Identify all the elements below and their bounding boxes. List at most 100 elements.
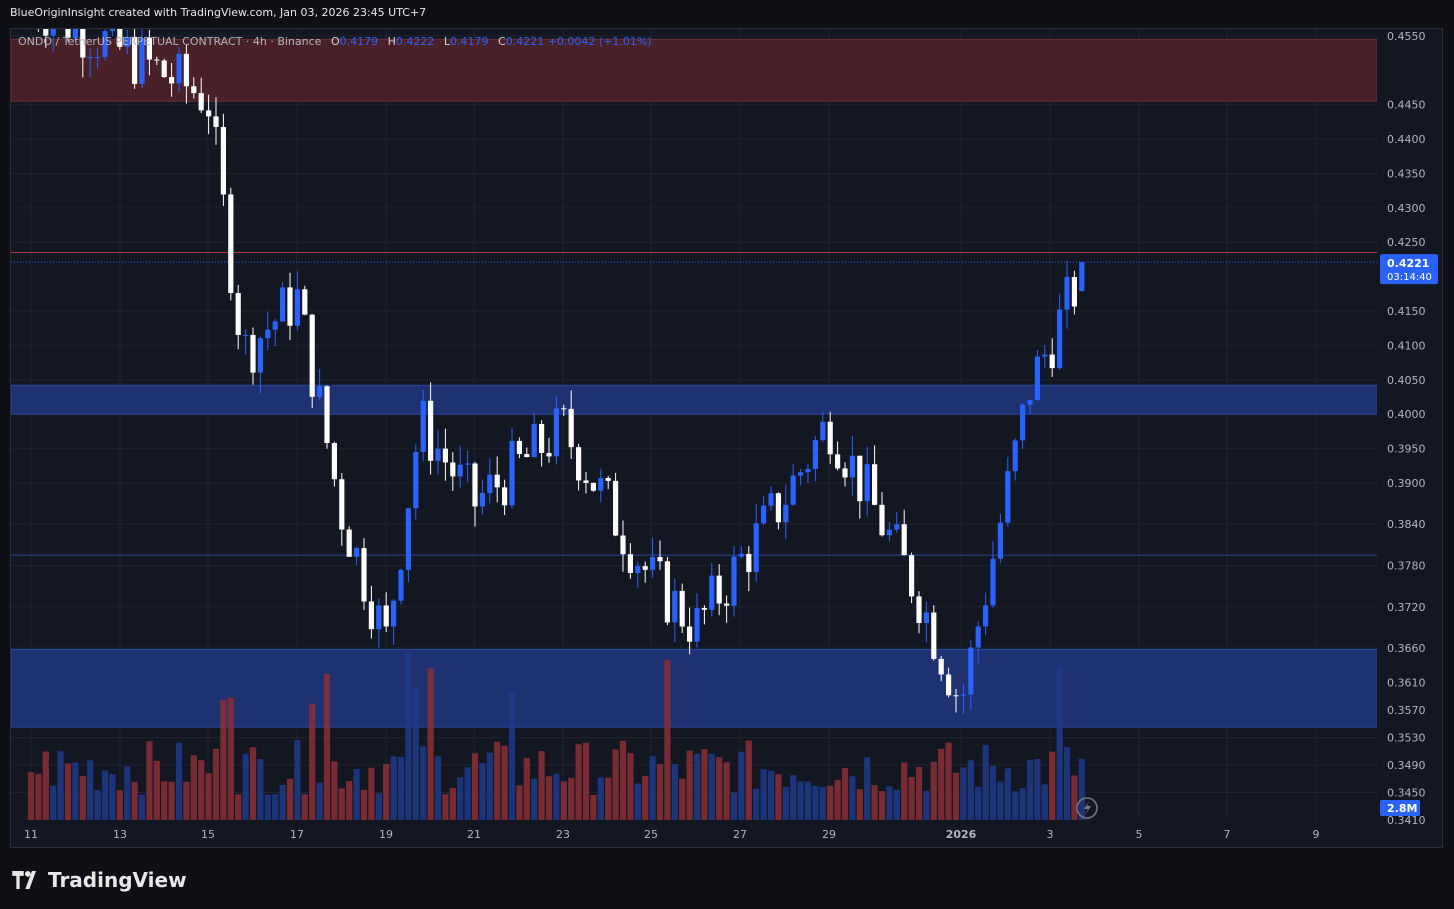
candle-body (213, 116, 219, 127)
candle-body (28, 1, 33, 2)
price-tick-label: 0.3660 (1387, 642, 1426, 655)
candle-body (331, 443, 337, 480)
ohlc-legend: ONDO / TetherUS PERPETUAL CONTRACT · 4h … (18, 35, 652, 48)
current-price-tag (1380, 254, 1438, 285)
candle-body (309, 314, 315, 397)
candle-body (80, 29, 86, 58)
open-label: O (330, 35, 340, 48)
candle-body (428, 400, 434, 461)
candle-body (923, 612, 929, 624)
volume-bar (1071, 775, 1078, 820)
volume-bar (575, 744, 582, 820)
candle-body (775, 493, 781, 523)
candle-body (1005, 471, 1011, 523)
candle-body (738, 553, 744, 557)
candle-body (568, 408, 574, 448)
volume-bar (353, 768, 360, 820)
volume-bar (545, 776, 553, 820)
candle-body (95, 56, 101, 58)
price-tick-label: 0.3490 (1387, 759, 1426, 772)
candle-body (132, 36, 138, 84)
volume-bar (538, 751, 545, 820)
volume-bar (471, 753, 479, 820)
volume-bar (383, 763, 390, 820)
candle-body (857, 455, 863, 502)
candle-body (198, 93, 204, 111)
volume-bar (27, 772, 35, 820)
candle-body (117, 29, 123, 47)
volume-bar (841, 768, 849, 820)
candle-body (731, 556, 737, 606)
open-value: 0.4179 (339, 35, 379, 48)
time-axis: 11 13 15 17 19 21 23 25 27 29 2026 3 5 7 9 (24, 828, 1320, 841)
candle-body (709, 575, 715, 610)
volume-bar (612, 749, 619, 820)
price-tick-label: 0.3610 (1387, 676, 1426, 689)
volume-bar (279, 784, 286, 820)
volume-bar (138, 794, 146, 820)
time-tick-label: 27 (733, 828, 747, 841)
candle-body (1064, 277, 1070, 310)
candle-body (1071, 277, 1077, 307)
candle-body (1027, 400, 1033, 405)
plot-area (11, 1, 1377, 820)
candle-body (420, 400, 426, 452)
volume-bar (568, 777, 575, 820)
candle-body (679, 590, 685, 627)
volume-bar (331, 761, 338, 820)
volume-bar (323, 673, 331, 820)
volume-bar (501, 745, 508, 820)
volume-bar (915, 766, 923, 820)
candle-body (502, 487, 508, 506)
candle-body (465, 463, 471, 465)
candle-body (413, 451, 419, 509)
candle-body (805, 469, 811, 473)
volume-bar (997, 781, 1004, 820)
price-tick-label: 0.4550 (1387, 30, 1426, 43)
symbol-label[interactable]: ONDO / TetherUS PERPETUAL CONTRACT · 4h … (18, 35, 322, 48)
volume-bar (227, 697, 234, 820)
volume-bar (738, 751, 745, 820)
volume-bar (101, 770, 109, 820)
volume-bar (257, 759, 264, 820)
volume-bar (220, 699, 227, 820)
volume-bar (309, 703, 316, 820)
volume-bar (87, 760, 94, 820)
candle-body (953, 695, 959, 697)
volume-bar (790, 775, 797, 820)
candle-body (294, 289, 300, 326)
candle-body (346, 529, 352, 557)
tradingview-brand[interactable]: TradingView (12, 868, 187, 892)
candle-body (302, 289, 308, 315)
candle-body (317, 386, 323, 397)
volume-bar (346, 781, 353, 820)
time-tick-label: 21 (467, 828, 481, 841)
candle-body (494, 474, 500, 488)
volume-bar (523, 757, 530, 820)
candle-body (361, 548, 367, 602)
volume-bar (1041, 784, 1048, 820)
volume-bar (301, 794, 308, 820)
time-tick-label: 19 (379, 828, 393, 841)
volume-bar (360, 789, 368, 820)
time-tick-label: 25 (644, 828, 658, 841)
volume-bar (679, 778, 686, 820)
candle-body (790, 475, 796, 505)
volume-bar (286, 778, 294, 820)
candle-body (65, 29, 71, 39)
volume-bar (390, 756, 397, 820)
volume-bar (50, 785, 57, 820)
candle-body (546, 453, 552, 457)
candle-body (243, 334, 249, 336)
candle-body (761, 505, 767, 524)
volume-bar (368, 767, 375, 820)
candle-body (169, 77, 175, 84)
volume-bar (849, 776, 856, 820)
volume-bar (190, 755, 197, 820)
tradingview-logo-icon (12, 871, 36, 889)
volume-bar (249, 747, 257, 820)
candle-body (176, 53, 182, 84)
low-label: L (443, 35, 451, 48)
candlestick-chart[interactable]: 0.4550 0.4450 0.4400 0.4350 0.4300 0.4250 0.41… (0, 0, 1454, 848)
volume-bar (708, 753, 715, 820)
